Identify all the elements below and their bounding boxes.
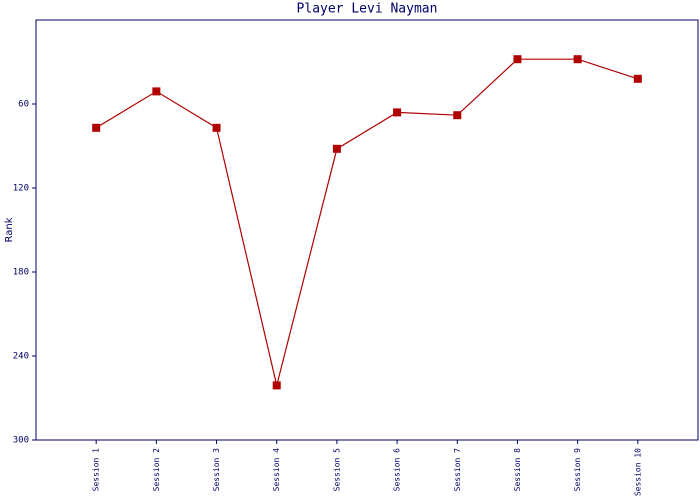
x-tick-label: Session 3 [212, 448, 221, 492]
point-marker [513, 55, 522, 64]
point-marker [393, 108, 402, 117]
x-tick-label: Session 6 [393, 448, 402, 492]
point-marker [152, 87, 161, 96]
point-marker [453, 111, 462, 120]
x-tick-label: Session 9 [573, 448, 582, 492]
point-marker [272, 381, 281, 390]
point-marker [332, 144, 341, 153]
y-tick-label: 60 [18, 100, 29, 110]
x-tick-label: Session 5 [332, 448, 341, 492]
point-marker [212, 123, 221, 132]
y-axis-label: Rank [4, 217, 15, 242]
point-marker [92, 123, 101, 132]
x-tick-label: Session 8 [513, 448, 522, 492]
plot-area [35, 19, 699, 441]
x-tick-label: Session 1 [92, 448, 101, 492]
x-tick-label: Session 2 [152, 448, 161, 492]
chart-title: Player Levi Nayman [297, 2, 438, 17]
y-tick-label: 300 [13, 436, 29, 446]
point-marker [573, 55, 582, 64]
x-tick-label: Session 7 [453, 448, 462, 492]
x-tick-label: Session 10 [633, 448, 642, 496]
y-tick-label: 240 [13, 352, 29, 362]
x-tick-label: Session 4 [272, 448, 281, 492]
point-marker [633, 74, 642, 83]
y-tick-label: 180 [13, 268, 29, 278]
y-tick-label: 120 [13, 184, 29, 194]
series-line [95, 58, 639, 386]
